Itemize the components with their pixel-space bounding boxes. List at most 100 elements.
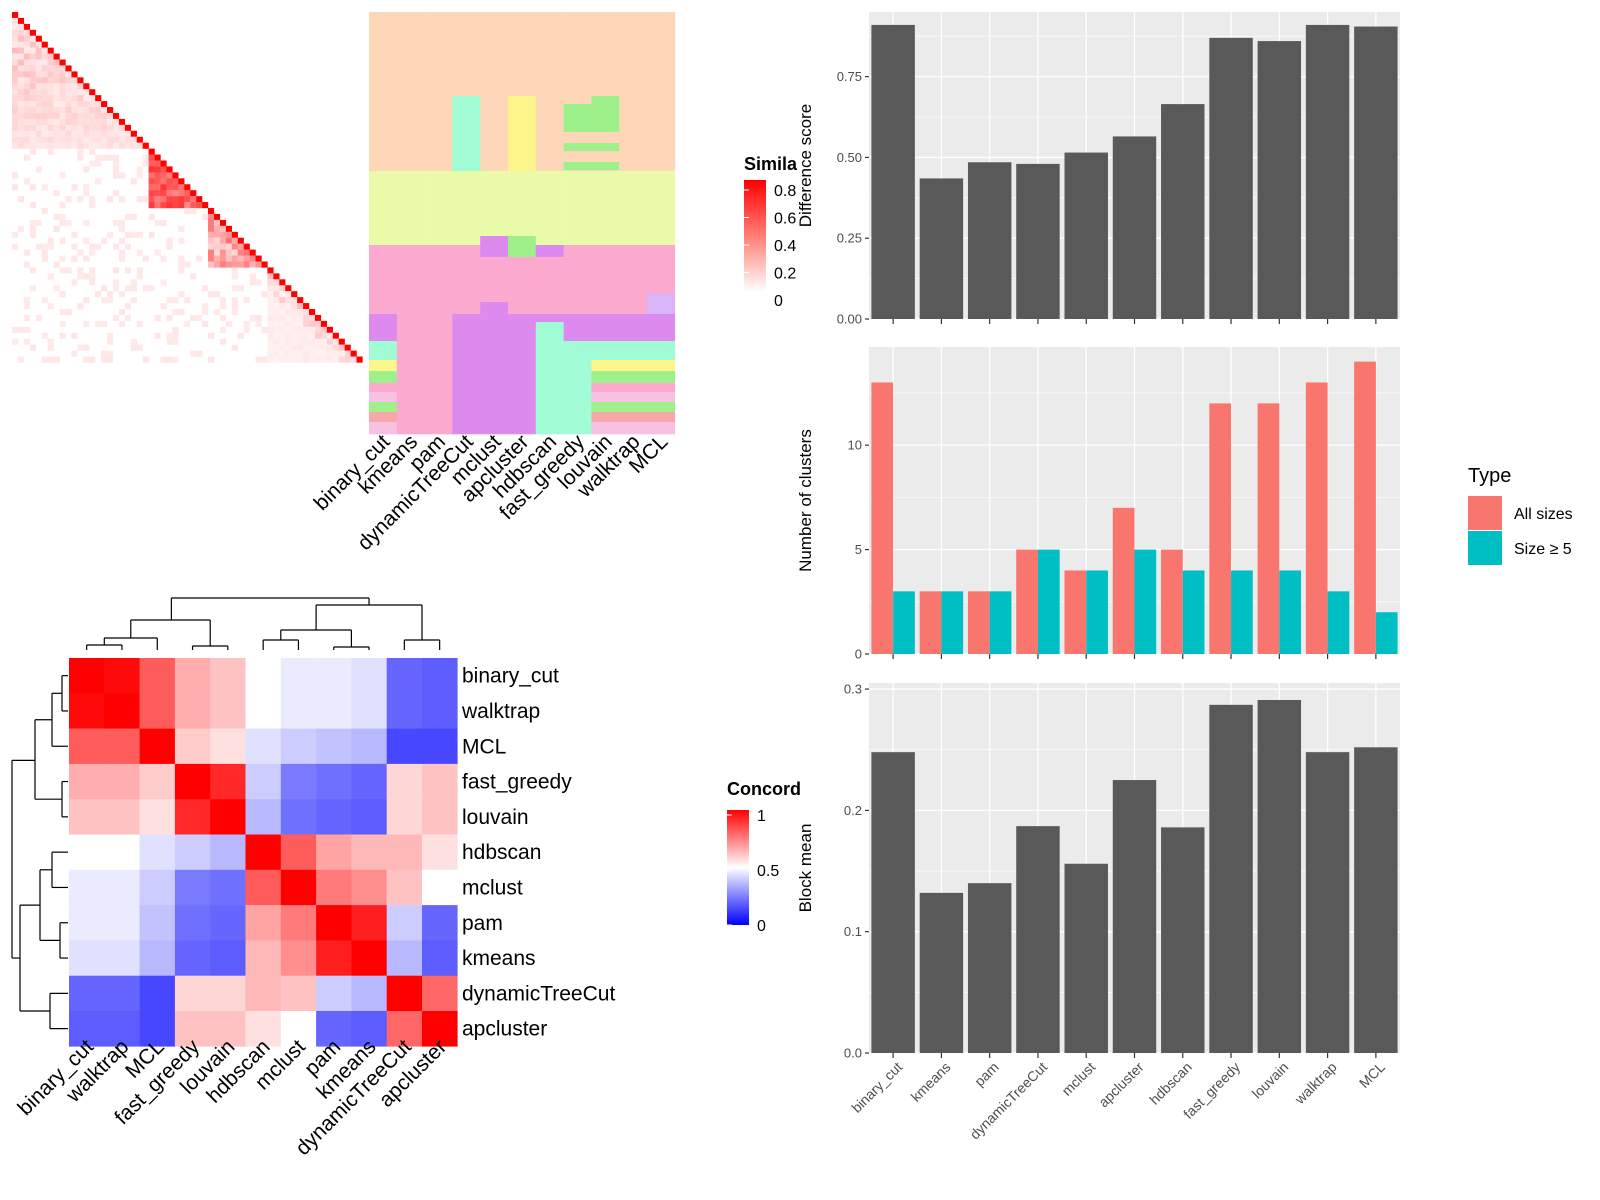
similarity-cell — [71, 118, 78, 126]
similarity-cell — [35, 118, 42, 126]
similarity-cell — [35, 65, 42, 72]
cluster-cell — [508, 341, 537, 361]
cluster-cell — [508, 412, 537, 423]
similarity-cell — [89, 196, 96, 203]
bar-size5 — [1375, 612, 1398, 654]
similarity-cell — [178, 202, 185, 209]
similarity-cell — [213, 291, 221, 298]
similarity-cell — [77, 196, 84, 203]
similarity-cell — [23, 41, 31, 48]
similarity-cell — [160, 190, 167, 197]
similarity-cell — [160, 356, 167, 363]
similarity-cell — [160, 255, 167, 262]
similarity-cell — [338, 356, 345, 363]
cluster-cell — [424, 96, 453, 172]
similarity-cell — [267, 273, 274, 280]
similarity-cell — [237, 255, 244, 262]
similarity-cell — [29, 89, 36, 96]
similarity-cell — [219, 219, 227, 227]
cluster-cell — [369, 257, 398, 315]
similarity-cell — [190, 314, 197, 322]
similarity-cell — [273, 314, 280, 322]
similarity-cell — [243, 243, 250, 250]
similarity-cell — [77, 89, 84, 96]
similarity-cell — [178, 267, 185, 274]
similarity-cell — [71, 350, 78, 357]
cluster-cell — [480, 383, 509, 393]
concordance-cell — [245, 693, 282, 729]
similarity-cell — [29, 136, 36, 143]
similarity-cell — [303, 326, 310, 333]
similarity-cell — [41, 89, 48, 96]
similarity-cell — [130, 130, 137, 137]
similarity-cell — [273, 356, 280, 363]
similarity-cell — [35, 71, 42, 78]
similarity-cell — [83, 320, 90, 328]
similarity-cell — [95, 178, 102, 185]
similarity-cell — [17, 71, 25, 78]
x-tick-label: walktrap — [1291, 1059, 1340, 1108]
cluster-cell — [508, 96, 536, 171]
similarity-cell — [12, 77, 19, 84]
concordance-heatmap-matrix — [69, 658, 458, 1047]
similarity-cell — [273, 285, 280, 292]
similarity-cell — [178, 196, 185, 203]
similarity-cell — [17, 225, 25, 232]
similarity-cell — [178, 225, 185, 232]
similarity-cell — [59, 309, 66, 316]
similarity-cell — [59, 219, 66, 227]
concordance-cell — [422, 693, 458, 729]
similarity-cell — [213, 237, 221, 244]
similarity-cell — [338, 350, 345, 357]
similarity-cell — [17, 326, 25, 333]
concordance-cell — [351, 940, 387, 976]
concordance-column-labels: binary_cutwalktrapMCLfast_greedylouvainh… — [13, 1035, 451, 1160]
cluster-cell — [452, 392, 481, 403]
similarity-cell — [47, 83, 54, 90]
similarity-cell — [231, 303, 238, 310]
similarity-cell — [255, 261, 262, 268]
similarity-cell — [213, 261, 221, 268]
similarity-cell — [59, 112, 66, 120]
similarity-cell — [154, 249, 161, 256]
similarity-cell — [112, 130, 120, 137]
similarity-cell — [279, 338, 286, 345]
similarity-cell — [314, 332, 322, 339]
similarity-cell — [59, 65, 66, 72]
concordance-row-label: walktrap — [461, 700, 540, 723]
similarity-cell — [47, 273, 54, 280]
similarity-cell — [83, 184, 90, 191]
similarity-cell — [261, 291, 268, 298]
concordance-legend: Concord 1 0.5 0 — [727, 779, 801, 935]
concordance-cell — [69, 834, 105, 871]
similarity-cell — [231, 237, 238, 244]
number-of-clusters-chart: 0 5 10 Number of clusters — [796, 347, 1400, 662]
cluster-cell — [647, 412, 676, 423]
concordance-cell — [210, 799, 246, 835]
similarity-cell — [225, 243, 232, 250]
similarity-cell — [23, 83, 31, 90]
cluster-cell — [647, 12, 676, 97]
similarity-cell — [124, 231, 131, 238]
similarity-cell — [89, 273, 96, 280]
similarity-cell — [202, 309, 209, 316]
similarity-cell — [53, 53, 60, 60]
similarity-cell — [279, 350, 286, 357]
concordance-cell — [280, 905, 317, 941]
similarity-cell — [166, 196, 173, 203]
similarity-cell — [255, 320, 262, 328]
similarity-cell — [65, 124, 72, 131]
similarity-cell — [41, 297, 48, 304]
similarity-cell — [77, 101, 84, 108]
similarity-cell — [279, 309, 286, 316]
legend-label-all-sizes: All sizes — [1514, 506, 1573, 523]
concordance-cell — [174, 869, 211, 906]
concordance-cell — [174, 905, 211, 941]
similarity-cell — [208, 237, 215, 244]
concordance-cell — [245, 763, 282, 800]
bar — [1305, 752, 1350, 1053]
concordance-row-label: apcluster — [462, 1018, 547, 1041]
similarity-cell — [35, 219, 42, 227]
similarity-cell — [112, 112, 120, 120]
similarity-cell — [77, 112, 84, 120]
